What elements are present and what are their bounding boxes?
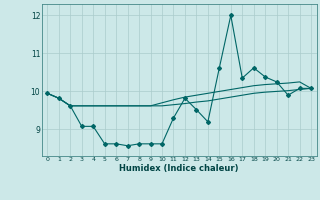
X-axis label: Humidex (Indice chaleur): Humidex (Indice chaleur) — [119, 164, 239, 173]
